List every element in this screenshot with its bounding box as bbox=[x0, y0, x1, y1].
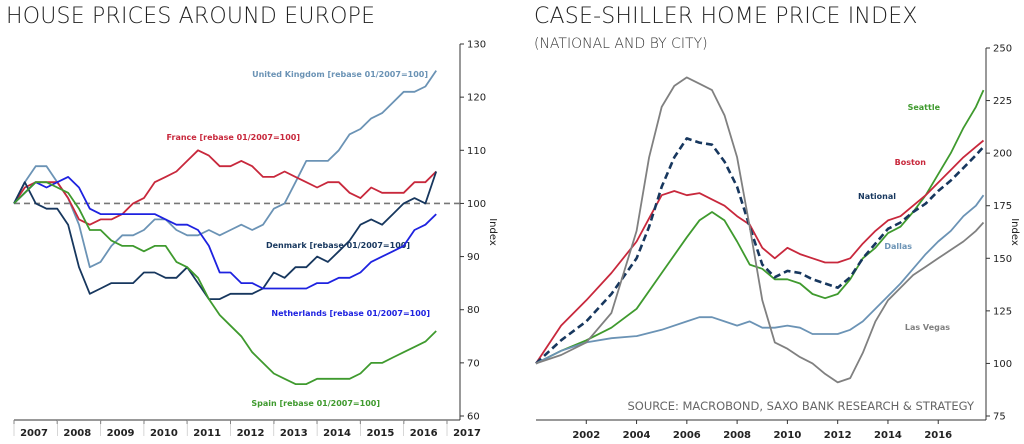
europe-series-france bbox=[13, 149, 437, 226]
case-shiller-series-label-dallas: Dallas bbox=[884, 242, 912, 251]
europe-series-label-france: France [rebase 01/2007=100] bbox=[167, 133, 300, 142]
europe-y-tick-label: 100 bbox=[467, 199, 486, 210]
case-shiller-y-tick-label: 100 bbox=[993, 359, 1012, 370]
case-shiller-series-label-national: National bbox=[858, 192, 896, 201]
case-shiller-series-dallas bbox=[535, 194, 985, 365]
europe-series-netherlands bbox=[13, 176, 437, 290]
case-shiller-y-tick-label: 75 bbox=[993, 412, 1006, 423]
europe-x-tick-label: 2007 bbox=[20, 428, 48, 439]
europe-x-tick-label: 2013 bbox=[280, 428, 308, 439]
europe-x-tick-label: 2008 bbox=[63, 428, 91, 439]
case-shiller-y-tick-label: 125 bbox=[993, 306, 1012, 317]
case-shiller-y-tick-label: 175 bbox=[993, 201, 1012, 212]
right-chart-subtitle: (NATIONAL AND BY CITY) bbox=[534, 36, 708, 52]
case-shiller-y-tick-label: 225 bbox=[993, 96, 1012, 107]
europe-y-tick-label: 130 bbox=[467, 40, 486, 51]
case-shiller-x-tick-label: 2014 bbox=[874, 430, 902, 441]
right-chart-title: CASE-SHILLER HOME PRICE INDEX bbox=[534, 4, 918, 29]
europe-y-tick-label: 80 bbox=[467, 305, 480, 316]
europe-y-tick-label: 110 bbox=[467, 146, 486, 157]
europe-x-tick-label: 2016 bbox=[410, 428, 438, 439]
europe-series-denmark bbox=[13, 171, 438, 300]
europe-y-tick-label: 70 bbox=[467, 358, 480, 369]
europe-series-label-netherlands: Netherlands [rebase 01/2007=100] bbox=[271, 309, 430, 318]
europe-x-tick-label: 2012 bbox=[237, 428, 265, 439]
case-shiller-y-axis-label: Index bbox=[1009, 218, 1020, 246]
case-shiller-series-label-seattle: Seattle bbox=[908, 103, 941, 112]
europe-x-tick-label: 2010 bbox=[150, 428, 178, 439]
europe-series-spain bbox=[13, 181, 437, 385]
case-shiller-x-tick-label: 2006 bbox=[673, 430, 701, 441]
europe-series-united-kingdom bbox=[13, 70, 437, 269]
case-shiller-x-tick-label: 2008 bbox=[723, 430, 751, 441]
europe-series-label-united-kingdom: United Kingdom [rebase 01/2007=100] bbox=[252, 70, 428, 79]
europe-x-tick-label: 2017 bbox=[453, 428, 481, 439]
case-shiller-x-tick-label: 2004 bbox=[623, 430, 651, 441]
case-shiller-x-tick-label: 2016 bbox=[924, 430, 952, 441]
case-shiller-x-tick-label: 2002 bbox=[572, 430, 600, 441]
case-shiller-y-tick-label: 150 bbox=[993, 254, 1012, 265]
europe-x-tick-label: 2009 bbox=[107, 428, 135, 439]
case-shiller-x-tick-label: 2012 bbox=[824, 430, 852, 441]
europe-x-tick-label: 2011 bbox=[193, 428, 221, 439]
europe-y-tick-label: 120 bbox=[467, 93, 486, 104]
case-shiller-series-national bbox=[535, 137, 985, 365]
case-shiller-series-las-vegas bbox=[535, 76, 985, 384]
europe-x-tick-label: 2014 bbox=[323, 428, 351, 439]
europe-y-tick-label: 60 bbox=[467, 412, 480, 423]
case-shiller-series-label-boston: Boston bbox=[895, 158, 927, 167]
case-shiller-y-tick-label: 200 bbox=[993, 149, 1012, 160]
source-note: SOURCE: MACROBOND, SAXO BANK RESEARCH & … bbox=[627, 399, 974, 413]
case-shiller-y-tick-label: 250 bbox=[993, 44, 1012, 55]
europe-x-tick-label: 2015 bbox=[366, 428, 394, 439]
case-shiller-series-label-las-vegas: Las Vegas bbox=[905, 323, 950, 332]
europe-series-label-denmark: Denmark [rebase 01/2007=100] bbox=[266, 241, 410, 250]
left-chart-title: HOUSE PRICES AROUND EUROPE bbox=[6, 4, 376, 29]
europe-y-tick-label: 90 bbox=[467, 252, 480, 263]
case-shiller-series-boston bbox=[535, 139, 985, 364]
europe-series-label-spain: Spain [rebase 01/2007=100] bbox=[251, 399, 380, 408]
europe-y-axis-label: Index bbox=[487, 218, 498, 246]
case-shiller-x-tick-label: 2010 bbox=[773, 430, 801, 441]
